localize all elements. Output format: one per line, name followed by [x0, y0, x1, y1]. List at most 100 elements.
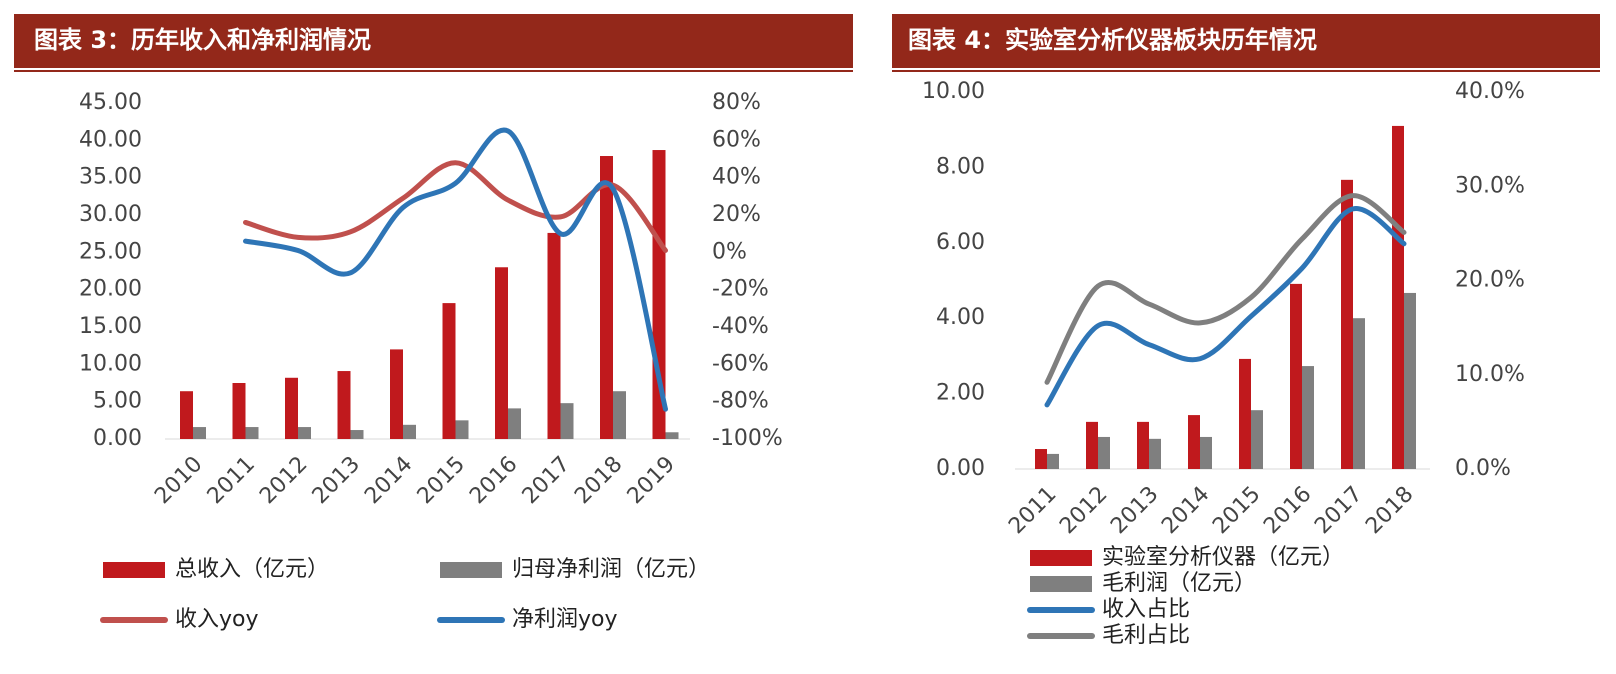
y2-tick-label: 30.0% — [1455, 173, 1525, 198]
x-tick-label: 2013 — [1106, 482, 1163, 539]
bar — [298, 427, 311, 439]
bar — [193, 427, 206, 439]
y2-tick-label: 40.0% — [1455, 79, 1525, 104]
y-tick-label: 0.00 — [93, 426, 142, 451]
x-tick-label: 2018 — [1361, 482, 1418, 539]
bar — [665, 432, 679, 439]
y2-tick-label: 20.0% — [1455, 268, 1525, 293]
bar — [1404, 292, 1416, 469]
bar — [495, 267, 508, 439]
bar — [1251, 410, 1263, 469]
x-tick-label: 2014 — [360, 452, 417, 509]
bar — [1188, 415, 1200, 469]
y-tick-label: 25.00 — [79, 239, 142, 264]
y-tick-label: 15.00 — [79, 314, 142, 339]
y-tick-label: 4.00 — [936, 305, 985, 330]
bar — [390, 349, 403, 439]
y-tick-label: 30.00 — [79, 202, 142, 227]
y2-tick-label: 20% — [712, 202, 761, 227]
legend-label: 毛利润（亿元） — [1102, 571, 1256, 596]
bar — [1098, 436, 1110, 469]
bar — [1035, 449, 1047, 469]
x-tick-label: 2017 — [518, 452, 575, 509]
legend-label: 总收入（亿元） — [175, 557, 329, 582]
bar — [600, 156, 613, 439]
x-tick-label: 2013 — [308, 452, 365, 509]
bar — [1137, 421, 1149, 469]
bar — [232, 383, 246, 439]
x-tick-label: 2016 — [465, 452, 522, 509]
line — [1044, 193, 1407, 385]
legend-label: 毛利占比 — [1102, 623, 1190, 648]
bar — [1086, 421, 1098, 469]
header-bar — [892, 14, 1600, 68]
legend-swatch — [440, 562, 502, 578]
x-tick-label: 2012 — [255, 452, 312, 509]
y2-tick-label: 10.0% — [1455, 362, 1525, 387]
header-bar — [14, 14, 853, 68]
bar — [1302, 366, 1314, 469]
y-tick-label: 40.00 — [79, 127, 142, 152]
legend-label: 收入yoy — [175, 607, 259, 632]
legend-swatch — [103, 562, 165, 578]
bar — [403, 424, 416, 439]
x-tick-label: 2010 — [150, 452, 207, 509]
y2-tick-label: -60% — [712, 351, 769, 376]
x-tick-label: 2011 — [203, 452, 260, 509]
x-tick-label: 2019 — [623, 452, 680, 509]
bar — [1392, 125, 1404, 470]
y2-tick-label: 80% — [712, 90, 761, 115]
bar — [455, 420, 469, 439]
bar — [442, 303, 456, 439]
chart-title: 图表 4：实验室分析仪器板块历年情况 — [908, 26, 1317, 54]
y2-tick-label: 0.0% — [1455, 456, 1511, 481]
bar — [613, 391, 626, 439]
y-tick-label: 20.00 — [79, 277, 142, 302]
x-tick-label: 2017 — [1310, 482, 1367, 539]
bar — [1047, 453, 1059, 469]
bar — [350, 430, 364, 439]
bar — [337, 371, 351, 439]
x-tick-label: 2015 — [413, 452, 470, 509]
bar — [1353, 318, 1365, 469]
legend-label: 净利润yoy — [512, 607, 618, 632]
y-tick-label: 6.00 — [936, 230, 985, 255]
bar — [1341, 179, 1353, 469]
y-tick-label: 2.00 — [936, 381, 985, 406]
y-tick-label: 10.00 — [922, 79, 985, 104]
chart-title: 图表 3：历年收入和净利润情况 — [34, 26, 371, 54]
bar — [180, 391, 193, 439]
x-tick-label: 2012 — [1055, 482, 1112, 539]
y-tick-label: 10.00 — [79, 351, 142, 376]
y-tick-label: 0.00 — [936, 456, 985, 481]
x-tick-label: 2018 — [570, 452, 627, 509]
bar — [1290, 283, 1302, 469]
y2-tick-label: 40% — [712, 165, 761, 190]
x-tick-label: 2014 — [1157, 482, 1214, 539]
y-tick-label: 35.00 — [79, 165, 142, 190]
y2-tick-label: -40% — [712, 314, 769, 339]
bar — [1200, 436, 1212, 469]
bar — [547, 232, 561, 439]
line — [243, 127, 668, 412]
x-tick-label: 2011 — [1004, 482, 1061, 539]
bar — [285, 377, 298, 439]
legend-label: 归母净利润（亿元） — [512, 557, 710, 582]
bar — [1239, 358, 1251, 469]
x-tick-label: 2016 — [1259, 482, 1316, 539]
y2-tick-label: -100% — [712, 426, 783, 451]
legend-label: 收入占比 — [1102, 597, 1190, 622]
bar — [245, 427, 259, 439]
line — [1044, 206, 1407, 408]
bar — [508, 408, 521, 439]
x-tick-label: 2015 — [1208, 482, 1265, 539]
y-tick-label: 45.00 — [79, 90, 142, 115]
y2-tick-label: 0% — [712, 239, 747, 264]
legend-label: 实验室分析仪器（亿元） — [1102, 545, 1344, 570]
legend-swatch — [1030, 576, 1092, 592]
bar — [1149, 438, 1161, 469]
y-tick-label: 8.00 — [936, 154, 985, 179]
legend-swatch — [1030, 550, 1092, 566]
y2-tick-label: 60% — [712, 127, 761, 152]
